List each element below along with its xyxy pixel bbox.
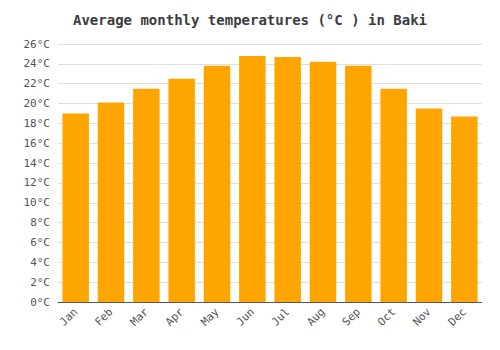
svg-text:Jun: Jun: [234, 305, 257, 328]
svg-text:10°C: 10°C: [24, 196, 51, 209]
svg-text:Average monthly temperatures (: Average monthly temperatures (°C ) in Ba…: [73, 12, 427, 28]
svg-text:26°C: 26°C: [24, 38, 51, 51]
svg-text:Mar: Mar: [128, 305, 151, 328]
svg-text:22°C: 22°C: [24, 77, 51, 90]
svg-text:Nov: Nov: [410, 305, 433, 328]
svg-text:14°C: 14°C: [24, 157, 51, 170]
svg-text:2°C: 2°C: [30, 276, 50, 289]
svg-text:16°C: 16°C: [24, 137, 51, 150]
svg-text:Sep: Sep: [340, 305, 363, 328]
svg-text:Jan: Jan: [57, 305, 80, 328]
svg-text:6°C: 6°C: [30, 236, 50, 249]
svg-text:Apr: Apr: [163, 305, 186, 328]
svg-text:Jul: Jul: [269, 305, 292, 328]
svg-text:0°C: 0°C: [30, 296, 50, 309]
svg-text:24°C: 24°C: [24, 57, 51, 70]
svg-text:Dec: Dec: [446, 305, 469, 328]
svg-text:20°C: 20°C: [24, 97, 51, 110]
svg-text:Oct: Oct: [375, 305, 398, 328]
svg-text:18°C: 18°C: [24, 117, 51, 130]
svg-text:Aug: Aug: [304, 305, 327, 328]
svg-text:12°C: 12°C: [24, 176, 51, 189]
svg-text:4°C: 4°C: [30, 256, 50, 269]
svg-text:May: May: [198, 305, 221, 328]
svg-text:Feb: Feb: [92, 305, 115, 328]
svg-text:8°C: 8°C: [30, 216, 50, 229]
